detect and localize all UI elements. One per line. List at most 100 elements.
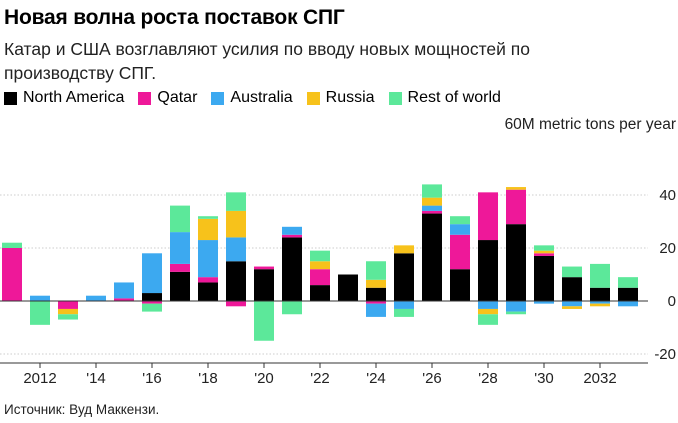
bar-segment-qatar: [450, 234, 470, 270]
bar-segment-rest-of-world: [618, 277, 638, 288]
bar-segment-australia: [86, 295, 106, 301]
bar-segment-australia: [506, 301, 526, 312]
x-tick-label: '28: [478, 370, 498, 387]
bar-segment-russia: [58, 308, 78, 315]
source-note: Источник: Вуд Маккензи.: [4, 402, 160, 417]
bar-segment-north-america: [394, 253, 414, 301]
bar-segment-rest-of-world: [282, 301, 302, 315]
bar-segment-north-america: [254, 269, 274, 301]
bar-segment-north-america: [310, 285, 330, 301]
bar-segment-qatar: [142, 301, 162, 304]
bar-segment-russia: [590, 303, 610, 307]
bar-segment-rest-of-world: [590, 263, 610, 288]
legend-label-russia: Russia: [325, 89, 375, 106]
bar-segment-north-america: [142, 293, 162, 301]
bar-chart: 40 20 0 -20 2012 '14 '16 '18 '20 '22 '24 '26 '28 '30 2…: [0, 184, 676, 387]
bar-segment-qatar: [422, 210, 442, 214]
bar-segment-rest-of-world: [198, 216, 218, 219]
x-tick-label: '22: [310, 370, 330, 387]
bar-segment-russia: [226, 210, 246, 238]
legend-item-north-america: North America: [4, 89, 124, 107]
x-tick-label: '18: [198, 370, 218, 387]
bar-segment-rest-of-world: [478, 314, 498, 325]
bar-segment-australia: [590, 301, 610, 304]
x-tick-label: 2012: [23, 370, 56, 387]
bar-segment-north-america: [562, 277, 582, 301]
bar-segment-north-america: [282, 237, 302, 301]
legend-item-qatar: Qatar: [138, 89, 197, 107]
bar-segment-rest-of-world: [506, 311, 526, 315]
bar-segment-australia: [478, 301, 498, 309]
bar-segment-north-america: [366, 287, 386, 301]
bar-segment-north-america: [226, 261, 246, 301]
bar-segment-russia: [394, 245, 414, 254]
bar-segment-qatar: [534, 253, 554, 256]
bar-segment-qatar: [2, 248, 22, 301]
x-tick-label: '26: [422, 370, 442, 387]
bar-segment-rest-of-world: [170, 205, 190, 233]
bar-segment-north-america: [450, 269, 470, 301]
legend-swatch-rest-of-world: [388, 91, 402, 105]
bar-segment-australia: [282, 226, 302, 235]
chart-subtitle: Катар и США возглавляют усилия по вводу …: [4, 39, 530, 83]
bar-segment-russia: [422, 197, 442, 206]
bar-segment-rest-of-world: [534, 245, 554, 251]
bar-segment-australia: [198, 240, 218, 278]
bar-segment-north-america: [618, 287, 638, 301]
bar-segment-russia: [198, 218, 218, 241]
bar-segment-rest-of-world: [422, 184, 442, 198]
bar-segment-north-america: [198, 282, 218, 301]
bar-segment-rest-of-world: [2, 242, 22, 248]
legend-label-north-america: North America: [23, 89, 125, 106]
legend-label-rest-of-world: Rest of world: [407, 89, 501, 106]
bar-segment-qatar: [198, 277, 218, 283]
legend-swatch-north-america: [4, 91, 17, 105]
y-tick-label: 20: [659, 240, 676, 257]
bar-segment-rest-of-world: [142, 303, 162, 312]
legend-swatch-russia: [306, 91, 320, 105]
bar-segment-australia: [394, 301, 414, 309]
bar-segment-australia: [422, 205, 442, 211]
bar-segment-north-america: [422, 213, 442, 301]
bar-segment-north-america: [170, 271, 190, 301]
bar-segment-russia: [310, 261, 330, 270]
bar-segment-qatar: [254, 266, 274, 270]
bar-segment-australia: [618, 301, 638, 307]
bar-segment-north-america: [338, 274, 358, 301]
y-tick-label: -20: [654, 346, 676, 363]
bar-segment-australia: [170, 232, 190, 264]
bar-segment-qatar: [226, 301, 246, 307]
bar-segment-russia: [366, 279, 386, 288]
bar-segment-rest-of-world: [30, 301, 50, 325]
y-tick-label: 0: [668, 293, 676, 310]
bar-segment-north-america: [534, 255, 554, 301]
bar-segment-qatar: [114, 298, 134, 301]
bar-segment-australia: [30, 295, 50, 301]
bar-segment-australia: [534, 301, 554, 304]
chart-title: Новая волна роста поставок СПГ: [4, 6, 345, 29]
bar-segment-russia: [534, 250, 554, 254]
legend-swatch-australia: [211, 91, 225, 105]
bar-segment-australia: [562, 301, 582, 307]
bar-segment-north-america: [590, 287, 610, 301]
bar-segment-rest-of-world: [366, 261, 386, 280]
bar-segment-rest-of-world: [394, 308, 414, 317]
bar-segment-qatar: [282, 234, 302, 238]
x-tick-label: '24: [366, 370, 386, 387]
bar-segment-rest-of-world: [58, 314, 78, 320]
bar-segment-australia: [450, 224, 470, 235]
bar-segment-russia: [478, 308, 498, 315]
x-tick-label: 2032: [583, 370, 616, 387]
legend: North America Qatar Australia Russia Res…: [4, 89, 515, 107]
x-tick-label: '20: [254, 370, 274, 387]
bar-segment-rest-of-world: [310, 250, 330, 262]
legend-item-rest-of-world: Rest of world: [388, 89, 501, 107]
legend-item-russia: Russia: [306, 89, 375, 107]
y-tick-label: 40: [659, 187, 676, 204]
bar-segment-north-america: [478, 240, 498, 301]
bar-segment-qatar: [478, 192, 498, 241]
x-tick-label: '16: [142, 370, 162, 387]
bar-segment-australia: [226, 237, 246, 262]
bar-segment-rest-of-world: [254, 301, 274, 341]
bar-segment-qatar: [310, 269, 330, 286]
